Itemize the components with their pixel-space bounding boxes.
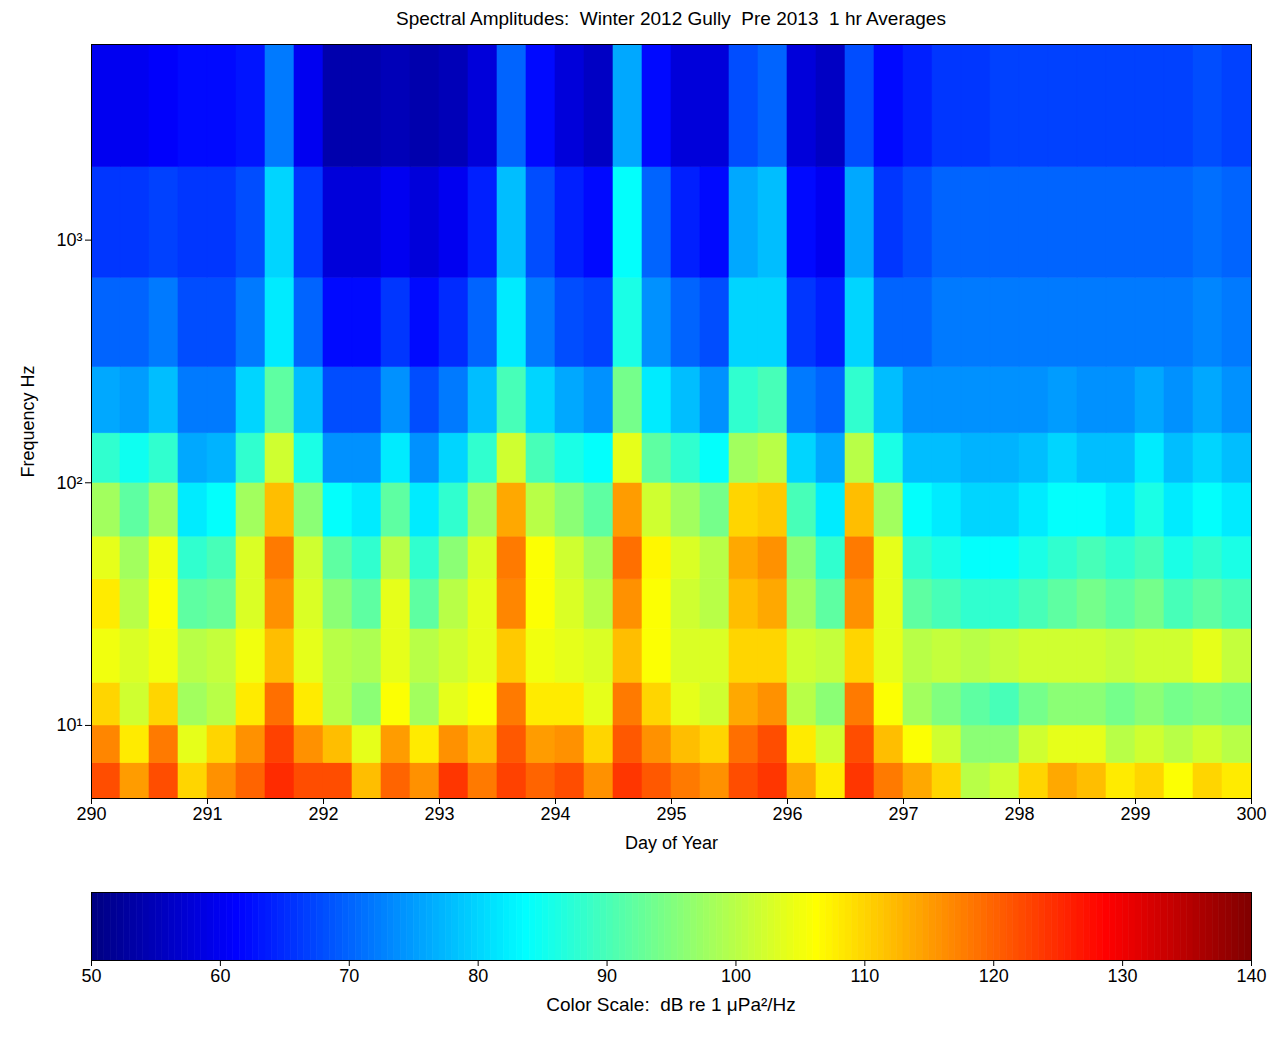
svg-text:291: 291 bbox=[192, 804, 222, 824]
svg-text:295: 295 bbox=[656, 804, 686, 824]
svg-text:293: 293 bbox=[424, 804, 454, 824]
svg-text:300: 300 bbox=[1236, 804, 1266, 824]
svg-text:60: 60 bbox=[210, 966, 230, 986]
svg-text:10³: 10³ bbox=[56, 230, 82, 250]
svg-text:290: 290 bbox=[76, 804, 106, 824]
html-text:Color Scale: dB re 1 μPa²/Hz: Color Scale: dB re 1 μPa²/Hz bbox=[546, 994, 796, 1015]
svg-text:80: 80 bbox=[468, 966, 488, 986]
svg-text:299: 299 bbox=[1120, 804, 1150, 824]
svg-text:130: 130 bbox=[1108, 966, 1138, 986]
svg-text:10²: 10² bbox=[56, 473, 82, 493]
svg-text:292: 292 bbox=[308, 804, 338, 824]
svg-text:50: 50 bbox=[81, 966, 101, 986]
html-text:Spectral Amplitudes: Winter 20: Spectral Amplitudes: Winter 2012 Gully P… bbox=[396, 8, 946, 29]
svg-text:90: 90 bbox=[597, 966, 617, 986]
svg-text:Day of Year: Day of Year bbox=[625, 833, 718, 853]
svg-text:100: 100 bbox=[721, 966, 751, 986]
svg-text:110: 110 bbox=[850, 966, 879, 986]
svg-text:140: 140 bbox=[1236, 966, 1266, 986]
svg-text:Frequency Hz: Frequency Hz bbox=[18, 365, 38, 477]
svg-text:294: 294 bbox=[540, 804, 570, 824]
svg-text:297: 297 bbox=[888, 804, 918, 824]
svg-text:10¹: 10¹ bbox=[56, 715, 82, 735]
svg-text:298: 298 bbox=[1004, 804, 1034, 824]
svg-text:296: 296 bbox=[772, 804, 802, 824]
svg-text:70: 70 bbox=[339, 966, 359, 986]
svg-text:120: 120 bbox=[979, 966, 1009, 986]
